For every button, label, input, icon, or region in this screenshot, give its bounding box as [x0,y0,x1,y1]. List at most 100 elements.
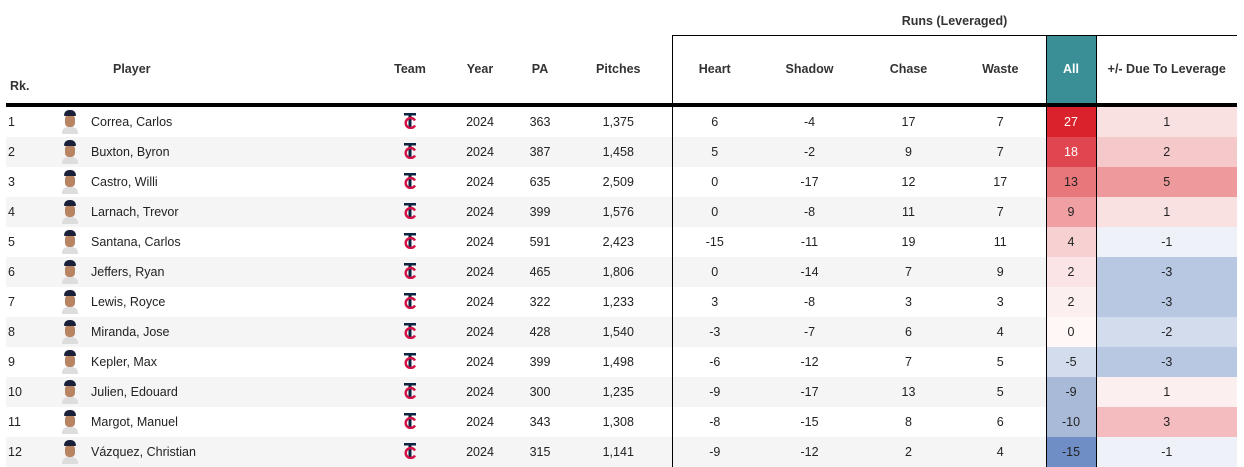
team-cell [375,227,445,257]
table-row[interactable]: 1 Correa, Carlos 2024 363 1,375 6 -4 17 7 27 1 [6,104,1237,137]
player-name-link[interactable]: Castro, Willi [91,174,158,189]
heart-cell: -9 [671,376,757,407]
col-header-pa[interactable]: PA [531,62,549,76]
leverage-cell: 1 [1096,376,1237,407]
table-row[interactable]: 3 Castro, Willi 2024 635 2,509 0 -17 12 17 13 5 [6,166,1237,197]
player-cell: Margot, Manuel [55,407,375,437]
player-name-link[interactable]: Vázquez, Christian [91,444,196,459]
shadow-cell: -17 [800,174,819,189]
table-body: 1 Correa, Carlos 2024 363 1,375 6 -4 17 7 27 1 2 Bux… [6,104,1237,467]
table-row[interactable]: 2 Buxton, Byron 2024 387 1,458 5 -2 9 7 18 2 [6,136,1237,167]
heart-cell: -15 [671,226,757,257]
team-cell [375,376,445,407]
col-header-team[interactable]: Team [394,62,426,76]
waste-cell: 4 [955,316,1046,347]
pa-cell: 399 [529,354,551,369]
rank-cell: 2 [6,136,55,167]
heart-cell: 0 [671,256,757,287]
player-cell: Kepler, Max [55,347,375,377]
team-cell [375,316,445,347]
pitches-cell: 1,235 [565,376,672,407]
rank-cell: 1 [8,114,15,129]
all-cell: 9 [1045,196,1097,227]
chase-cell: 9 [862,136,955,167]
player-name-link[interactable]: Julien, Edouard [91,384,178,399]
player-name-link[interactable]: Correa, Carlos [91,114,173,129]
table-row[interactable]: 12 Vázquez, Christian 2024 315 1,141 -9 -12 2 4-… [6,436,1237,467]
all-cell: 2 [1045,256,1097,287]
player-name-link[interactable]: Buxton, Byron [91,144,170,159]
pa-cell: 322 [529,294,551,309]
pa-cell: 428 [515,316,565,347]
table-row[interactable]: 5 Santana, Carlos 2024 591 2,423 -15 -11 19 11 4-… [6,226,1237,257]
player-headshot-icon [61,109,79,134]
col-header-shadow[interactable]: Shadow [757,35,862,105]
twins-logo-icon [402,141,418,160]
all-cell: -9 [1045,376,1097,407]
table-row[interactable]: 11 Margot, Manuel 2024 343 1,308 -8 -15 8 6 -10 3 [6,406,1237,437]
col-header-pitches[interactable]: Pitches [596,62,641,76]
pitches-cell: 1,375 [602,114,634,129]
table-row[interactable]: 7 Lewis, Royce 2024 322 1,233 3 -8 3 3 2 -3 [6,286,1237,317]
chase-cell: 12 [901,174,916,189]
shadow-cell: -4 [803,114,816,129]
heart-cell: -8 [671,406,757,437]
rank-cell: 5 [8,234,15,249]
player-name-link[interactable]: Lewis, Royce [91,294,166,309]
col-header-waste[interactable]: Waste [955,35,1046,105]
col-header-rank[interactable]: Rk. [10,78,30,93]
player-name-link[interactable]: Margot, Manuel [91,414,178,429]
twins-logo-icon [402,441,418,460]
shadow-cell: -17 [757,376,862,407]
year-cell: 2024 [466,234,494,249]
table-row[interactable]: 10 Julien, Edouard 2024 300 1,235 -9 -17 13 5 -9 1 [6,376,1237,407]
all-cell: 18 [1045,136,1097,167]
col-header-player[interactable]: Player [113,62,151,76]
header-row: Rk. Player Team Year PA Pitches Heart Sh… [6,35,1237,105]
rank-cell: 8 [6,316,55,347]
player-name-link[interactable]: Santana, Carlos [91,234,181,249]
chase-cell: 19 [901,234,916,249]
team-cell [375,407,445,437]
waste-cell: 17 [993,174,1008,189]
year-cell: 2024 [466,354,494,369]
col-header-chase[interactable]: Chase [862,35,955,105]
year-cell: 2024 [466,294,494,309]
heart-cell: 0 [671,196,757,227]
leverage-cell: 5 [1096,166,1237,197]
rank-cell: 11 [8,414,21,429]
player-cell: Larnach, Trevor [55,196,375,227]
col-header-heart[interactable]: Heart [671,35,757,105]
shadow-cell: -2 [757,136,862,167]
team-cell [375,256,445,287]
waste-cell: 5 [996,354,1004,369]
col-header-year[interactable]: Year [466,62,494,76]
player-cell: Vázquez, Christian [55,436,375,467]
player-cell: Correa, Carlos [55,105,375,137]
table-row[interactable]: 4 Larnach, Trevor 2024 399 1,576 0 -8 11 7 9 1 [6,196,1237,227]
pitches-cell: 1,141 [565,436,672,467]
player-name-link[interactable]: Miranda, Jose [91,324,170,339]
all-cell: -5 [1045,346,1097,377]
shadow-cell: -15 [800,414,819,429]
table-row[interactable]: 8 Miranda, Jose 2024 428 1,540 -3 -7 6 4 0 -2 [6,316,1237,347]
player-cell: Santana, Carlos [55,227,375,257]
waste-cell: 5 [955,376,1046,407]
player-name-link[interactable]: Larnach, Trevor [91,204,179,219]
heart-cell: 5 [671,136,757,167]
col-header-all[interactable]: All [1045,35,1097,105]
year-cell: 2024 [445,256,515,287]
table-row[interactable]: 6 Jeffers, Ryan 2024 465 1,806 0 -14 7 9 2 -3 [6,256,1237,287]
col-header-leverage[interactable]: +/- Due To Leverage [1096,35,1237,105]
table-row[interactable]: 9 Kepler, Max 2024 399 1,498 -6 -12 7 5 -5 -3 [6,346,1237,377]
year-cell: 2024 [445,316,515,347]
player-headshot-icon [61,199,79,224]
shadow-cell: -12 [757,436,862,467]
rank-cell: 10 [6,376,55,407]
player-name-link[interactable]: Kepler, Max [91,354,158,369]
player-headshot-icon [61,349,79,374]
player-name-link[interactable]: Jeffers, Ryan [91,264,165,279]
team-cell [375,196,445,227]
player-headshot-icon [61,229,79,254]
shadow-cell: -11 [800,234,819,249]
